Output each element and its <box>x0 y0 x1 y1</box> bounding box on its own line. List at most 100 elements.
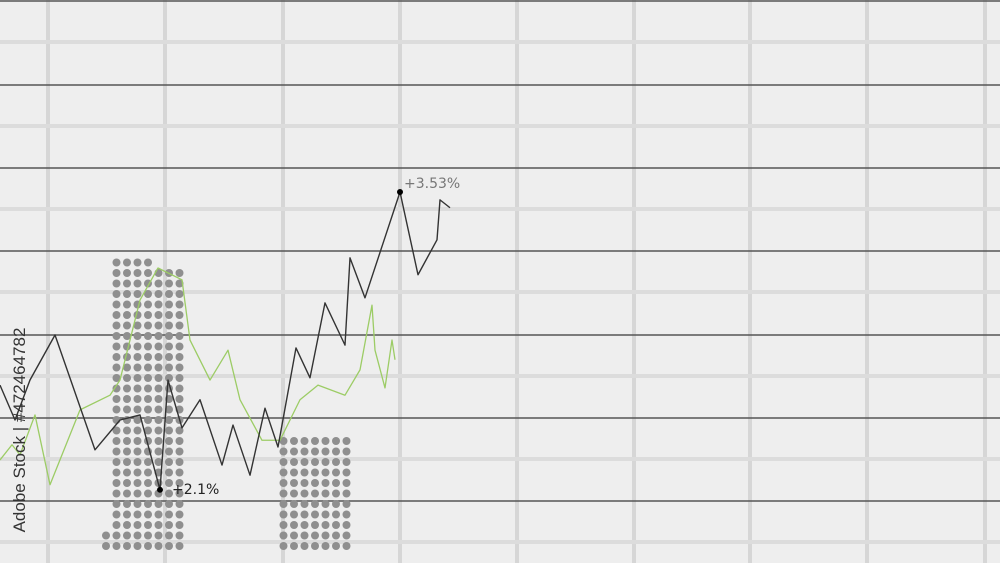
bar-dot <box>321 437 330 445</box>
bar-dot <box>279 521 288 529</box>
bar-dot <box>133 290 142 298</box>
bar-dot <box>165 332 173 340</box>
bar-dot <box>175 374 184 382</box>
bar-dot <box>165 290 173 298</box>
bar-dot <box>144 489 152 498</box>
bar-dot <box>279 479 288 487</box>
bar-dot <box>112 542 121 550</box>
bar-dot <box>290 479 298 487</box>
bar-dot <box>144 510 152 519</box>
bar-dot <box>175 395 184 403</box>
bar-dot <box>342 479 351 487</box>
bar-dot <box>123 384 131 393</box>
bar-dot <box>123 332 131 340</box>
bar-dot <box>290 510 298 519</box>
bar-dot <box>133 395 142 403</box>
bar-dot <box>300 500 309 508</box>
bar-dot <box>154 395 163 403</box>
bar-dot <box>154 363 163 372</box>
bar-dot <box>154 290 163 298</box>
bar-dot <box>154 521 163 529</box>
bar-dot <box>144 395 152 403</box>
bar-dot <box>154 353 163 361</box>
bar-dot <box>175 521 184 529</box>
bar-dot <box>300 531 309 540</box>
bar-dot <box>311 500 319 508</box>
bar-dot <box>154 374 163 382</box>
bar-dot <box>133 521 142 529</box>
bar-dot <box>154 405 163 414</box>
bar-dot <box>112 458 121 466</box>
bar-dot <box>175 531 184 540</box>
bar-dot <box>123 321 131 330</box>
bar-dot <box>165 405 173 414</box>
bar-dot <box>342 458 351 466</box>
bar-dot <box>165 363 173 372</box>
bar-dot <box>165 500 173 508</box>
bar-dot <box>133 542 142 550</box>
bar-dot <box>133 468 142 477</box>
bar-dot <box>311 521 319 529</box>
bar-dot <box>342 468 351 477</box>
bar-dot <box>112 447 121 456</box>
bar-dot <box>279 468 288 477</box>
bar-dot <box>112 321 121 330</box>
bar-dot <box>154 531 163 540</box>
bar-dot <box>342 542 351 550</box>
bar-dot <box>112 437 121 445</box>
bar-dot <box>123 437 131 445</box>
bar-dot <box>332 479 340 487</box>
bar-dot <box>175 458 184 466</box>
bar-dot <box>290 447 298 456</box>
bar-dot <box>175 437 184 445</box>
bar-dot <box>123 489 131 498</box>
bar-dot <box>112 258 121 267</box>
bar-dot <box>144 542 152 550</box>
bar-dot <box>144 531 152 540</box>
bar-dot <box>133 447 142 456</box>
bar-dot <box>342 489 351 498</box>
bar-dot <box>321 479 330 487</box>
bar-dot <box>144 363 152 372</box>
bar-dot <box>154 542 163 550</box>
bar-dot <box>112 300 121 309</box>
bar-dot <box>290 489 298 498</box>
bar-dot <box>123 342 131 351</box>
bar-dot <box>154 437 163 445</box>
bar-dot <box>300 458 309 466</box>
bar-dot <box>165 426 173 435</box>
bar-dot <box>175 542 184 550</box>
bar-dot <box>144 479 152 487</box>
bar-dot <box>342 521 351 529</box>
bar-dot <box>123 447 131 456</box>
bar-dot <box>123 468 131 477</box>
bar-dot <box>144 405 152 414</box>
bar-dot <box>133 332 142 340</box>
bar-dot <box>133 342 142 351</box>
bar-dot <box>112 426 121 435</box>
bar-dot <box>332 468 340 477</box>
bar-dot <box>133 384 142 393</box>
annotation-low: +2.1% <box>172 481 220 498</box>
bar-dot <box>321 542 330 550</box>
bar-dot <box>175 489 184 498</box>
bar-dot <box>290 468 298 477</box>
bar-dot <box>154 510 163 519</box>
bar-dot <box>112 384 121 393</box>
bar-dot <box>165 510 173 519</box>
bar-dot <box>321 510 330 519</box>
bar-dot <box>144 311 152 319</box>
bar-dot <box>175 363 184 372</box>
series-line <box>0 267 396 486</box>
bar-dot <box>332 458 340 466</box>
bar-dot <box>165 468 173 477</box>
bar-dot <box>123 521 131 529</box>
bar-dot <box>133 510 142 519</box>
bar-dot <box>133 437 142 445</box>
bar-dot <box>165 531 173 540</box>
annotation-point <box>157 486 163 493</box>
bar-dot <box>144 353 152 361</box>
bar-dot <box>175 342 184 351</box>
bar-dot <box>144 269 152 277</box>
bar-dot <box>279 500 288 508</box>
